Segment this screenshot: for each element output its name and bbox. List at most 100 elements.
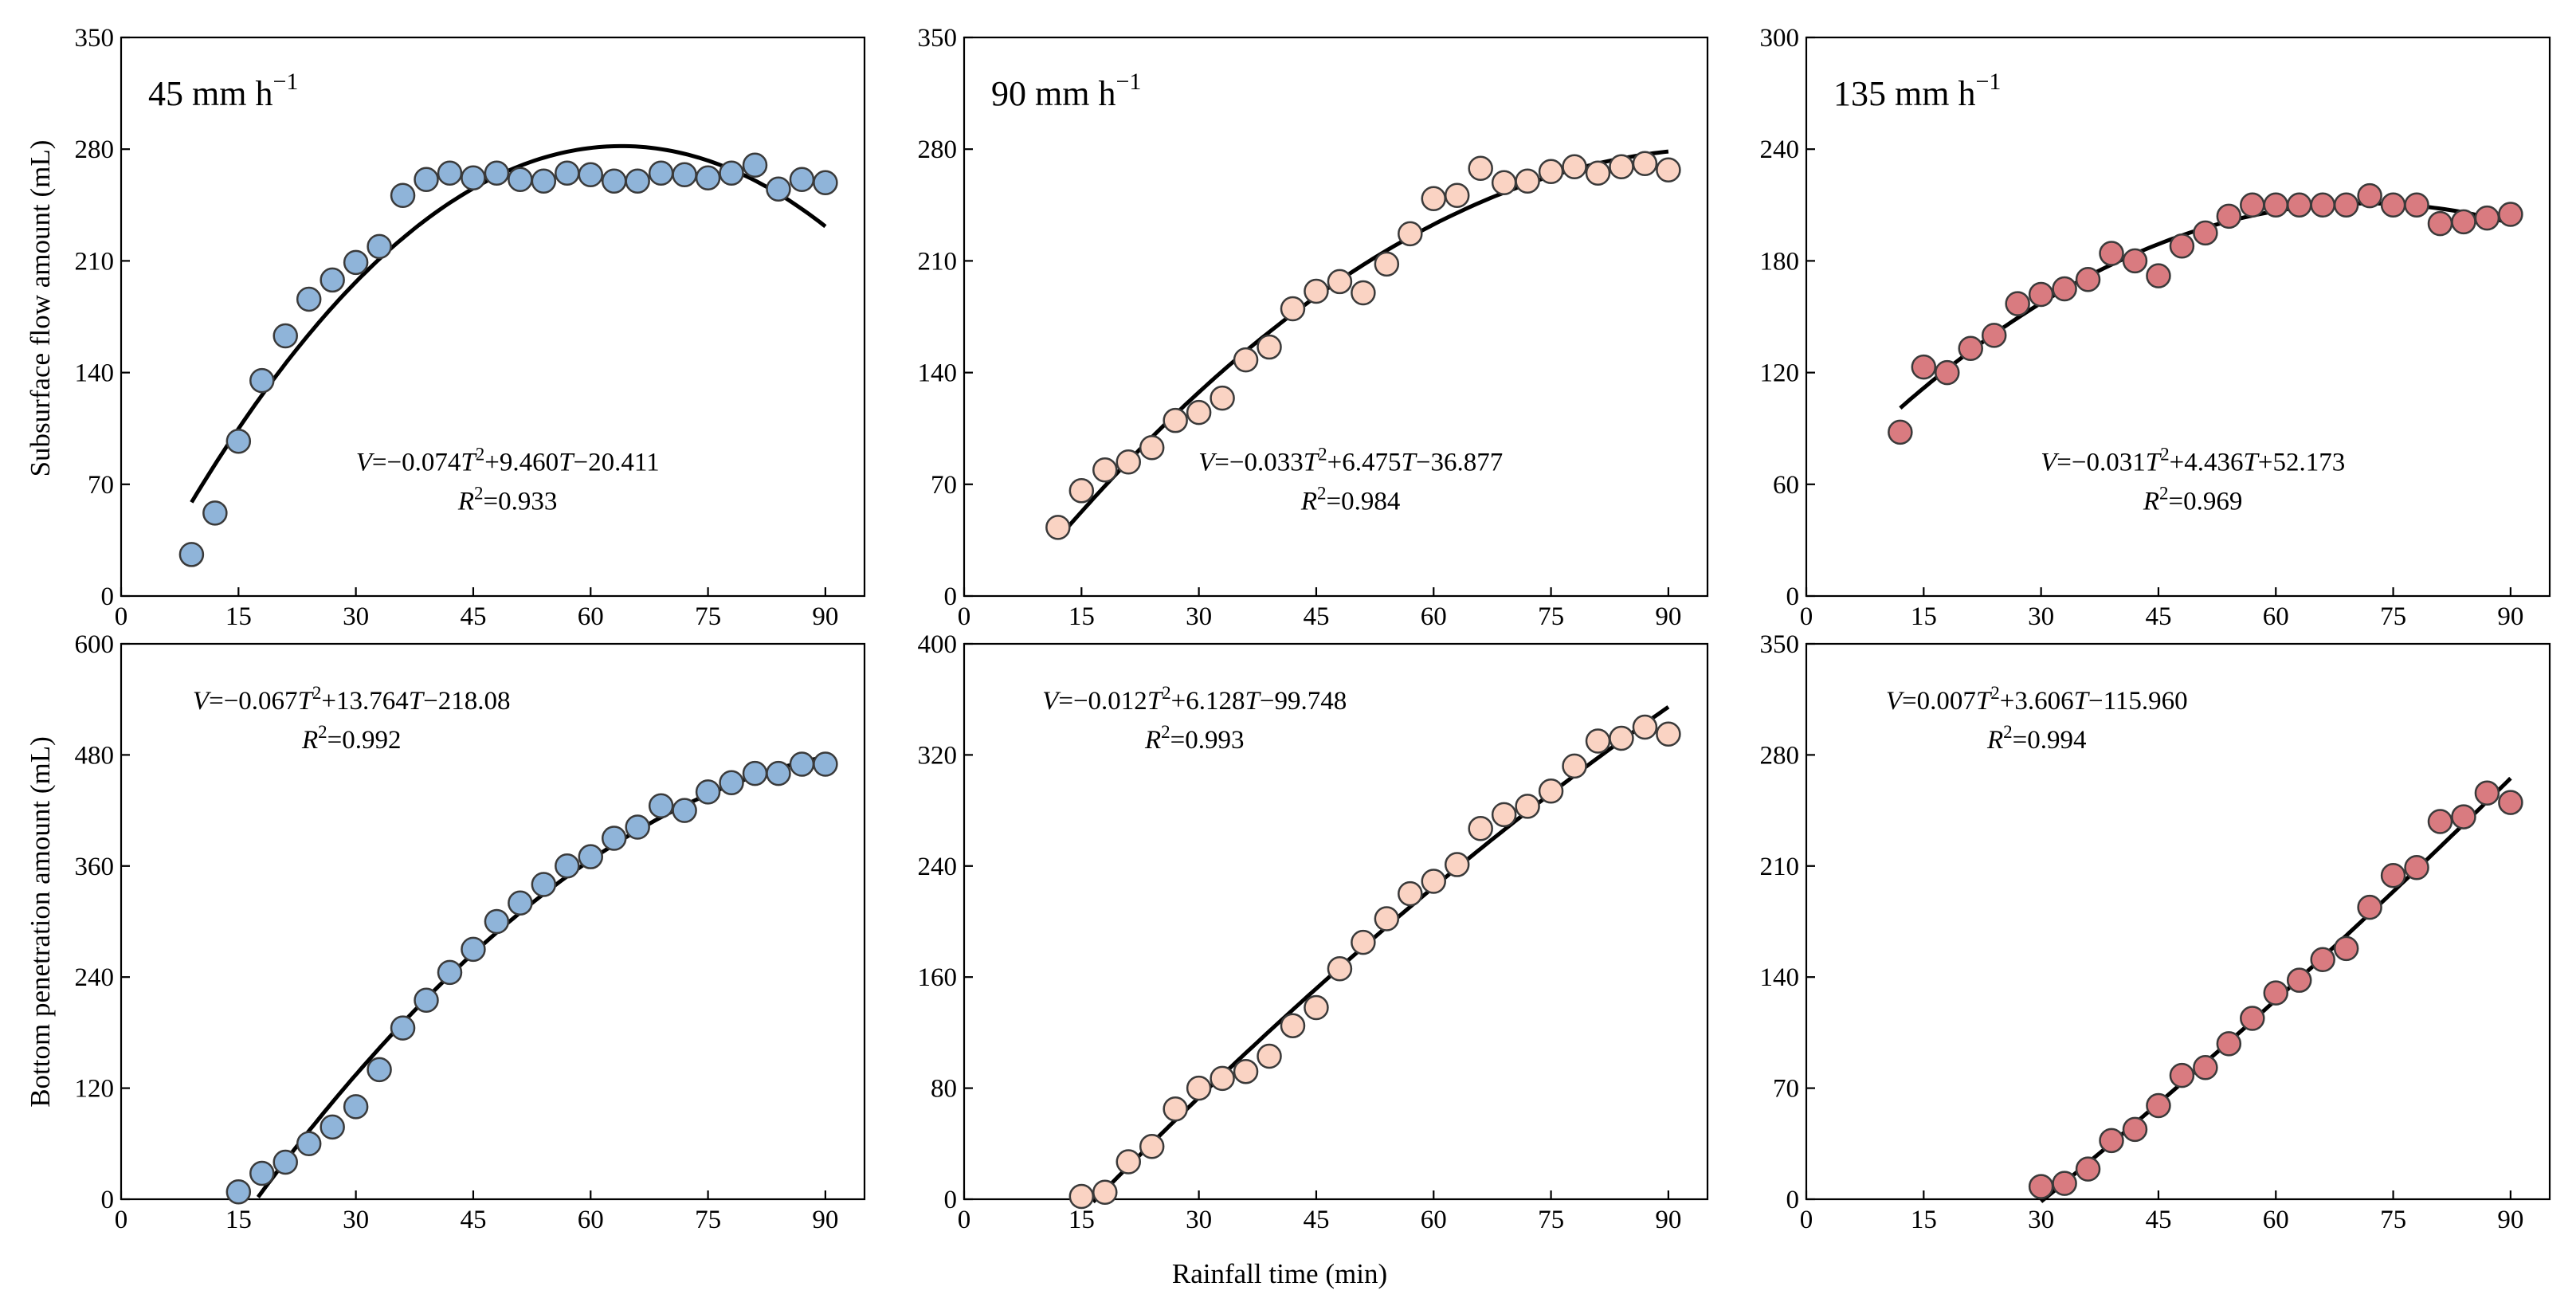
data-point bbox=[390, 182, 416, 209]
data-point bbox=[296, 1131, 322, 1157]
data-point bbox=[225, 428, 252, 454]
data-point bbox=[1538, 159, 1564, 184]
panel-1-1: 0 15 30 45 60 75 90080160240320400V=−0.012T2+6… bbox=[918, 630, 1709, 1234]
y-tick-label: 0 bbox=[101, 582, 115, 611]
x-tick-label: 30 bbox=[2028, 1206, 2054, 1234]
data-point bbox=[1068, 478, 1095, 504]
data-point bbox=[578, 844, 604, 869]
data-point bbox=[531, 168, 557, 194]
plot-frame bbox=[963, 36, 1709, 598]
y-tick-label: 240 bbox=[75, 963, 115, 992]
data-point bbox=[2380, 192, 2406, 218]
y-tick-label: 320 bbox=[918, 741, 958, 770]
y-tick-label: 120 bbox=[1760, 359, 1800, 388]
data-point bbox=[1491, 170, 1517, 196]
data-point bbox=[1562, 154, 1587, 179]
r2-sup: 2 bbox=[1161, 722, 1170, 742]
eq-const: −115.960 bbox=[2088, 687, 2188, 716]
y-tick-label: 70 bbox=[1773, 1075, 1799, 1104]
data-point bbox=[1186, 1075, 1212, 1101]
data-point bbox=[601, 168, 627, 194]
data-point bbox=[1911, 354, 1937, 380]
data-point bbox=[2404, 855, 2429, 880]
x-tick-label: 15 bbox=[1911, 1206, 1937, 1234]
data-point bbox=[2333, 192, 2359, 218]
x-tick-label: 90 bbox=[812, 602, 838, 631]
eq-coef-b: +6.475 bbox=[1327, 448, 1402, 477]
data-point bbox=[1656, 157, 1681, 182]
data-point bbox=[1092, 457, 1118, 483]
data-point bbox=[2357, 894, 2382, 920]
x-tick-label: 75 bbox=[695, 602, 721, 631]
r2-value: =0.933 bbox=[484, 487, 558, 516]
eq-var-v: V bbox=[1198, 448, 1217, 477]
x-tick-label: 75 bbox=[695, 1206, 721, 1234]
y-tick-label: 350 bbox=[1760, 630, 1800, 659]
data-point bbox=[1981, 323, 2007, 348]
data-point bbox=[1210, 1065, 1235, 1092]
data-point bbox=[1444, 182, 1470, 209]
panel-label-sup: −1 bbox=[1115, 69, 1141, 95]
data-point bbox=[2240, 1006, 2265, 1031]
r2-value: =0.984 bbox=[1327, 487, 1401, 516]
data-point bbox=[1210, 385, 1235, 411]
data-point bbox=[1935, 359, 1960, 386]
eq-const: −36.877 bbox=[1416, 448, 1503, 477]
r2-value: =0.994 bbox=[2013, 726, 2087, 755]
eq-const: +52.173 bbox=[2258, 448, 2345, 477]
data-point bbox=[1374, 906, 1400, 931]
data-point bbox=[320, 267, 345, 293]
x-tick-label: 45 bbox=[2145, 1206, 2171, 1234]
y-tick-label: 210 bbox=[75, 247, 115, 276]
data-point bbox=[1468, 155, 1493, 181]
data-point bbox=[2474, 205, 2500, 231]
panel-1-0: 0 15 30 45 60 75 900120240360480600V=−0.067T2+… bbox=[75, 630, 866, 1234]
x-tick-label: 0 bbox=[958, 1206, 971, 1234]
eq-coef-a: =−0.067 bbox=[209, 687, 297, 716]
data-point bbox=[1538, 778, 1564, 804]
eq-coef-b: +6.128 bbox=[1171, 687, 1245, 716]
data-point bbox=[2310, 192, 2335, 218]
x-tick-label: 75 bbox=[1538, 1206, 1564, 1234]
data-point bbox=[2146, 1092, 2171, 1119]
data-point bbox=[766, 176, 791, 202]
data-point bbox=[1515, 168, 1540, 194]
eq-coef-b: +13.764 bbox=[321, 687, 408, 716]
data-point bbox=[789, 167, 815, 193]
y-axis-title-top: Subsurface flow amount (mL) bbox=[25, 140, 56, 477]
eq-coef-a: =−0.031 bbox=[2056, 448, 2145, 477]
panel-label-sup: −1 bbox=[1975, 69, 2001, 95]
data-point bbox=[2075, 267, 2101, 292]
y-tick-label: 0 bbox=[944, 1186, 958, 1214]
x-tick-label: 0 bbox=[958, 602, 971, 631]
data-point bbox=[2169, 1062, 2195, 1088]
data-point bbox=[2451, 209, 2476, 235]
eq-var-v: V bbox=[1042, 687, 1061, 716]
data-point bbox=[578, 162, 604, 187]
eq-sup-2: 2 bbox=[312, 683, 322, 703]
data-point bbox=[1304, 994, 1329, 1021]
r2-sup: 2 bbox=[2003, 722, 2013, 742]
y-tick-label: 0 bbox=[1786, 582, 1800, 611]
r-squared: R2=0.992 bbox=[301, 722, 402, 755]
x-tick-label: 30 bbox=[343, 602, 369, 631]
r2-letter: R bbox=[2143, 487, 2159, 516]
data-point bbox=[813, 751, 838, 777]
data-point bbox=[296, 286, 322, 312]
r-squared: R2=0.933 bbox=[457, 483, 558, 516]
eq-var-t: T bbox=[2243, 448, 2260, 477]
eq-var-t: T bbox=[298, 687, 315, 716]
data-point bbox=[531, 872, 557, 897]
data-point bbox=[2240, 192, 2265, 218]
data-point bbox=[1045, 515, 1071, 540]
x-tick-label: 90 bbox=[812, 1206, 838, 1234]
panel-label-main: 45 mm h bbox=[148, 74, 272, 113]
x-tick-label: 15 bbox=[1911, 602, 1937, 631]
data-point bbox=[695, 779, 721, 805]
y-tick-label: 60 bbox=[1773, 471, 1799, 500]
r-squared: R2=0.969 bbox=[2143, 483, 2243, 516]
regression-equation: V=−0.012T2+6.128T−99.748 bbox=[1042, 683, 1347, 716]
fit-curve bbox=[1092, 705, 1670, 1204]
data-point bbox=[2122, 1116, 2148, 1143]
data-point bbox=[2263, 192, 2289, 218]
